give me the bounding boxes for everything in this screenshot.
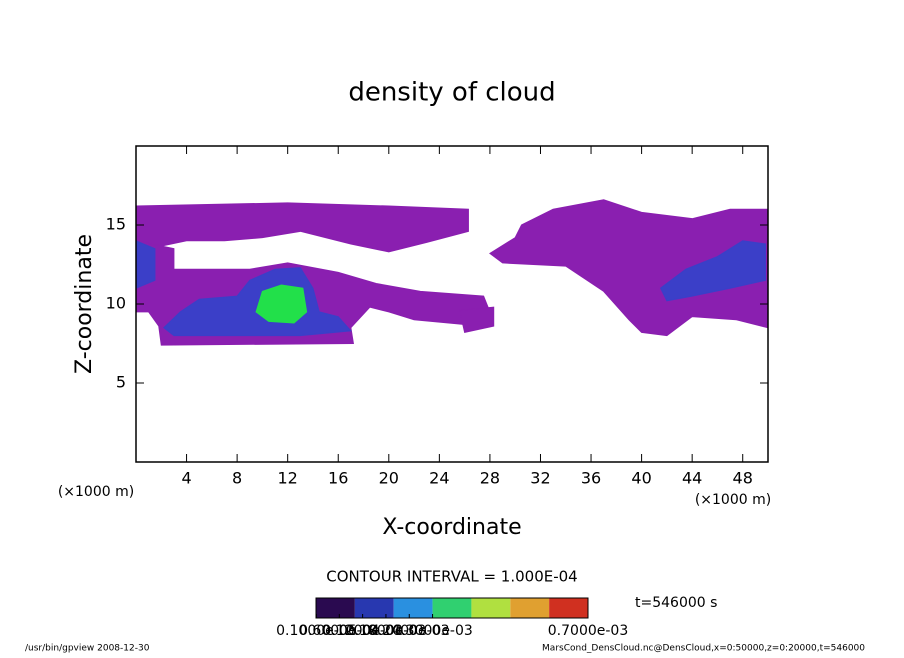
colorbar-swatch <box>471 598 511 618</box>
x-tick-label: 24 <box>429 469 449 488</box>
cloud-region <box>163 267 352 337</box>
colorbar-label: 0.1000e-05 <box>276 623 356 639</box>
colorbar-swatch <box>354 598 394 618</box>
x-tick-label: 12 <box>278 469 298 488</box>
colorbar-label: 0.2400e-03 <box>369 623 449 639</box>
x-axis-label: X-coordinate <box>382 515 521 540</box>
x-tick-label: 32 <box>530 469 550 488</box>
x-tick-label: 36 <box>581 469 601 488</box>
y-axis-label: Z-coordinate <box>72 234 97 374</box>
colorbar-label: 0.1200e-03 <box>322 623 402 639</box>
x-unit: (×1000 m) <box>58 484 134 500</box>
colorbar-label: 0.6000e-04 <box>299 623 380 639</box>
x-tick-label: 20 <box>379 469 399 488</box>
y-tick-label: 15 <box>106 215 126 234</box>
colorbar-swatch <box>549 598 588 618</box>
x-tick-label: 48 <box>733 469 753 488</box>
time-label: t=546000 s <box>635 595 717 611</box>
y-tick-label: 5 <box>116 373 126 392</box>
colorbar-swatch <box>432 598 472 618</box>
colorbar-label: 0.1800e-03 <box>346 623 426 639</box>
colorbar-label: 0.7000e-03 <box>548 623 628 639</box>
colorbar-swatch <box>316 598 355 618</box>
x-tick-label: 40 <box>631 469 651 488</box>
cloud-region <box>255 284 308 324</box>
x-tick-label: 28 <box>480 469 500 488</box>
cloud-region <box>135 240 156 289</box>
cloud-region <box>489 199 769 337</box>
colorbar-swatch <box>393 598 433 618</box>
x-tick-label: 44 <box>682 469 702 488</box>
x-tick-label: 16 <box>328 469 348 488</box>
colorbar-frame <box>315 597 589 619</box>
footer: /usr/bin/gpview 2008-12-30 <box>25 644 150 654</box>
x-unit: (×1000 m) <box>695 492 771 508</box>
colorbar-label: 0.3000e-03 <box>392 623 472 639</box>
x-tick-label: 8 <box>232 469 242 488</box>
cloud-region <box>659 240 766 302</box>
cloud-region <box>458 306 495 334</box>
x-tick-label: 4 <box>181 469 191 488</box>
footer: MarsCond_DensCloud.nc@DensCloud,x=0:5000… <box>542 644 865 654</box>
colorbar-swatch <box>510 598 550 618</box>
contour-interval: CONTOUR INTERVAL = 1.000E-04 <box>326 568 577 586</box>
y-tick-label: 10 <box>106 294 126 313</box>
chart-title: density of cloud <box>348 78 555 108</box>
